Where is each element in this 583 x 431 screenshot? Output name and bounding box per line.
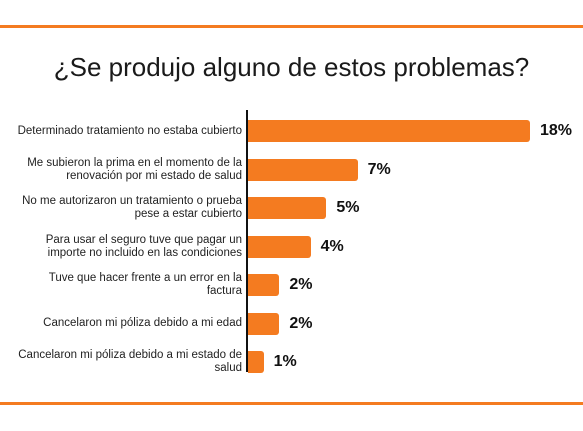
category-label: Cancelaron mi póliza debido a mi estado … bbox=[18, 349, 242, 374]
bar bbox=[248, 351, 264, 373]
category-label: Tuve que hacer frente a un error en la f… bbox=[48, 272, 242, 297]
value-label: 2% bbox=[289, 276, 313, 293]
category-label: No me autorizaron un tratamiento o prueb… bbox=[22, 195, 242, 220]
bar bbox=[248, 274, 280, 296]
category-label: Me subieron la prima en el momento de la… bbox=[27, 156, 242, 182]
bar bbox=[248, 120, 530, 142]
category-label: Determinado tratamiento no estaba cubier… bbox=[17, 124, 242, 137]
bottom-divider bbox=[0, 402, 583, 405]
y-axis-line bbox=[246, 110, 248, 372]
bar bbox=[248, 312, 280, 335]
bar bbox=[248, 158, 358, 181]
value-label: 7% bbox=[367, 160, 391, 178]
value-label: 4% bbox=[320, 237, 344, 255]
bar bbox=[248, 235, 311, 258]
value-label: 18% bbox=[540, 122, 573, 139]
chart-title: ¿Se produjo alguno de estos problemas? bbox=[53, 52, 530, 82]
value-label: 1% bbox=[273, 353, 297, 370]
value-label: 2% bbox=[289, 314, 313, 332]
category-label: Cancelaron mi póliza debido a mi edad bbox=[43, 317, 242, 329]
bar bbox=[248, 197, 327, 219]
value-label: 5% bbox=[336, 199, 360, 216]
top-divider bbox=[0, 25, 583, 28]
category-label: Para usar el seguro tuve que pagar un im… bbox=[45, 233, 242, 259]
